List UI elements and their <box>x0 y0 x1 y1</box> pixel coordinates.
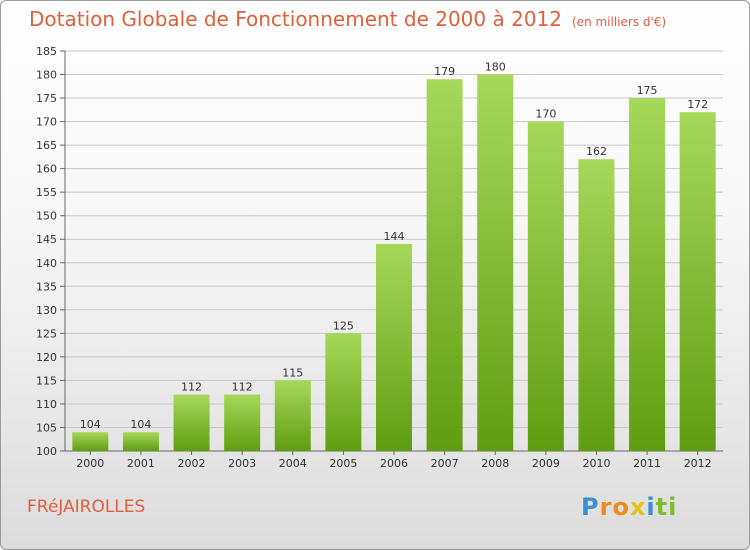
x-tick-label: 2009 <box>532 457 560 470</box>
y-tick-label: 160 <box>36 163 57 176</box>
x-tick-label: 2005 <box>329 457 357 470</box>
data-label: 180 <box>485 61 506 74</box>
bar <box>426 79 463 451</box>
x-tick-label: 2002 <box>178 457 206 470</box>
y-tick-label: 105 <box>36 421 57 434</box>
data-label: 144 <box>384 230 405 243</box>
logo-letter: x <box>629 493 647 521</box>
x-tick-label: 2010 <box>582 457 610 470</box>
y-tick-label: 155 <box>36 186 57 199</box>
data-label: 162 <box>586 145 607 158</box>
data-label: 179 <box>434 65 455 78</box>
x-tick-label: 2012 <box>684 457 712 470</box>
x-tick-label: 2006 <box>380 457 408 470</box>
y-tick-label: 145 <box>36 233 57 246</box>
data-labels: 104 104 112 112 115 125 144 179 180 170 162 175 172 <box>80 61 708 432</box>
y-tick-label: 100 <box>36 445 57 458</box>
y-tick-label: 185 <box>36 45 57 58</box>
y-tick-label: 125 <box>36 327 57 340</box>
y-tick-label: 115 <box>36 374 57 387</box>
data-label: 104 <box>80 418 101 431</box>
logo-letter: o <box>612 493 630 521</box>
y-tick-label: 175 <box>36 92 57 105</box>
y-tick-label: 135 <box>36 280 57 293</box>
x-tick-label: 2001 <box>127 457 155 470</box>
bar <box>173 394 210 451</box>
y-tick-label: 150 <box>36 210 57 223</box>
x-tick-label: 2004 <box>279 457 307 470</box>
bar <box>578 159 615 451</box>
y-tick-label: 140 <box>36 257 57 270</box>
bar <box>224 394 261 451</box>
bar <box>274 380 311 451</box>
y-tick-label: 165 <box>36 139 57 152</box>
y-tick-labels: 100 105 110 115 120 125 130 135 140 145 150 155 160 1… <box>36 45 57 458</box>
x-tick-label: 2007 <box>431 457 459 470</box>
x-tick-label: 2000 <box>76 457 104 470</box>
chart-title-text: Dotation Globale de Fonctionnement de 20… <box>29 7 562 31</box>
y-tick-label: 110 <box>36 398 57 411</box>
bar <box>629 98 666 451</box>
data-label: 125 <box>333 319 354 332</box>
x-tick-label: 2011 <box>633 457 661 470</box>
x-tick-labels: 2000 2001 2002 2003 2004 2005 2006 2007 2008 2009… <box>76 451 712 470</box>
data-label: 115 <box>282 366 303 379</box>
bars <box>72 74 716 452</box>
bar <box>72 432 109 451</box>
bar <box>527 121 564 452</box>
logo-letter: i <box>646 493 656 521</box>
data-label: 175 <box>637 84 658 97</box>
bar <box>122 432 159 451</box>
y-tick-label: 180 <box>36 69 57 82</box>
data-label: 112 <box>181 381 202 394</box>
data-label: 170 <box>535 108 556 121</box>
x-tick-label: 2008 <box>481 457 509 470</box>
bar <box>376 243 412 451</box>
proxiti-logo: Proxiti <box>581 493 677 521</box>
commune-name: FRéJAIROLLES <box>27 497 146 517</box>
x-tick-label: 2003 <box>228 457 256 470</box>
logo-letter: t <box>655 493 669 521</box>
logo-letter: P <box>581 493 600 521</box>
logo-letter: r <box>599 493 613 521</box>
logo-letter: i <box>668 493 678 521</box>
data-label: 112 <box>232 381 253 394</box>
chart-title: Dotation Globale de Fonctionnement de 20… <box>29 7 666 31</box>
y-tick-label: 120 <box>36 351 57 364</box>
bar <box>679 112 716 452</box>
bar <box>325 333 362 451</box>
y-tick-label: 130 <box>36 304 57 317</box>
y-tick-label: 170 <box>36 116 57 129</box>
bar <box>477 74 514 451</box>
data-label: 172 <box>687 98 708 111</box>
data-label: 104 <box>130 418 151 431</box>
chart-unit: (en milliers d'€) <box>572 15 667 29</box>
